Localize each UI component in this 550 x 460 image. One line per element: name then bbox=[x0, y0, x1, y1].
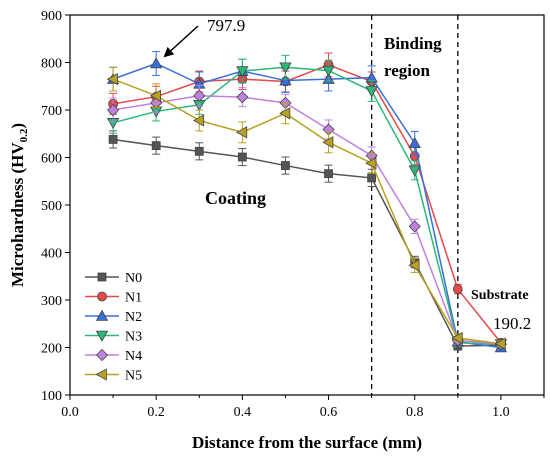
data-point-n3 bbox=[365, 86, 378, 98]
data-point-n0 bbox=[281, 161, 290, 170]
x-tick-label: 0.4 bbox=[234, 405, 252, 420]
data-point-n4 bbox=[107, 103, 120, 117]
legend-marker-n3 bbox=[95, 330, 109, 342]
data-point-n3 bbox=[279, 62, 292, 74]
y-tick-label: 100 bbox=[41, 389, 62, 404]
series-line-n5 bbox=[112, 78, 502, 345]
data-point-n0 bbox=[237, 152, 247, 162]
legend-label-n3: N3 bbox=[125, 330, 142, 345]
legend-marker-n0 bbox=[97, 272, 107, 282]
binding-region-label-line2: region bbox=[384, 61, 431, 80]
y-tick-label: 600 bbox=[41, 152, 62, 167]
data-point-n0 bbox=[151, 141, 161, 151]
series-n2 bbox=[106, 51, 508, 353]
peak-arrow bbox=[163, 25, 199, 58]
data-point-n3 bbox=[408, 165, 421, 177]
y-tick-label: 800 bbox=[41, 57, 62, 72]
peak-annotation: 797.9 bbox=[207, 16, 245, 35]
x-tick-label: 0.2 bbox=[147, 405, 165, 420]
legend-marker-n4 bbox=[95, 348, 109, 362]
data-point-n5 bbox=[279, 107, 291, 120]
data-point-n2 bbox=[408, 136, 421, 149]
coating-label: Coating bbox=[205, 188, 266, 208]
y-tick-label: 500 bbox=[41, 199, 62, 214]
data-point-n5 bbox=[106, 72, 118, 86]
legend-label-n0: N0 bbox=[125, 271, 142, 286]
y-axis-title: Microhardness (HV0.2) bbox=[8, 123, 30, 287]
y-tick-label: 400 bbox=[41, 247, 62, 262]
series-line-n4 bbox=[112, 94, 501, 345]
data-point-n5 bbox=[365, 157, 377, 170]
series-n1 bbox=[108, 52, 506, 348]
binding-region-label-line1: Binding bbox=[384, 34, 442, 53]
series-line-n0 bbox=[112, 138, 501, 347]
series-line-n3 bbox=[112, 66, 501, 345]
legend-marker-n1 bbox=[97, 291, 107, 302]
legend-label-n4: N4 bbox=[125, 349, 142, 364]
legend-label-n1: N1 bbox=[125, 291, 142, 306]
x-tick-label: 1.0 bbox=[492, 405, 510, 420]
legend-marker-n5 bbox=[95, 368, 107, 381]
y-tick-label: 300 bbox=[41, 294, 62, 309]
data-point-n0 bbox=[324, 169, 333, 179]
data-point-n5 bbox=[192, 114, 205, 127]
series-n0 bbox=[108, 130, 506, 351]
series-n5 bbox=[106, 66, 506, 350]
data-point-n2 bbox=[279, 74, 292, 86]
series-line-n1 bbox=[112, 64, 502, 344]
legend-label-n2: N2 bbox=[125, 310, 142, 325]
x-axis-title: Distance from the surface (mm) bbox=[192, 433, 422, 452]
data-point-n4 bbox=[408, 220, 421, 233]
data-point-n0 bbox=[194, 146, 204, 156]
data-point-n4 bbox=[236, 91, 249, 104]
data-point-n0 bbox=[367, 173, 377, 183]
y-axis-subscript: 0.2 bbox=[18, 128, 30, 142]
data-point-n5 bbox=[494, 337, 506, 350]
legend-label-n5: N5 bbox=[125, 369, 142, 384]
data-point-n3 bbox=[236, 66, 249, 78]
series-n4 bbox=[107, 84, 507, 351]
data-point-n4 bbox=[193, 89, 206, 102]
x-tick-label: 0.8 bbox=[406, 405, 424, 420]
y-tick-label: 900 bbox=[41, 9, 62, 24]
data-point-n1 bbox=[452, 284, 463, 294]
series-line-n2 bbox=[112, 62, 502, 349]
data-point-n5 bbox=[236, 126, 248, 139]
data-point-n0 bbox=[108, 135, 118, 144]
x-tick-label: 0.0 bbox=[61, 405, 79, 420]
substrate-label: Substrate bbox=[471, 288, 529, 303]
y-tick-label: 200 bbox=[41, 342, 62, 357]
x-tick-label: 0.6 bbox=[320, 405, 338, 420]
data-point-n5 bbox=[322, 136, 334, 149]
y-tick-label: 700 bbox=[41, 104, 62, 119]
data-point-n5 bbox=[408, 259, 420, 272]
data-point-n3 bbox=[322, 65, 335, 77]
data-point-n2 bbox=[150, 57, 163, 69]
series-n3 bbox=[106, 54, 508, 351]
legend: N0 N1 N2 N3 N4 N5 bbox=[85, 271, 142, 384]
data-point-n5 bbox=[451, 331, 463, 345]
data-point-n5 bbox=[149, 89, 161, 102]
legend-marker-n2 bbox=[95, 309, 109, 321]
low-annotation: 190.2 bbox=[493, 314, 531, 333]
